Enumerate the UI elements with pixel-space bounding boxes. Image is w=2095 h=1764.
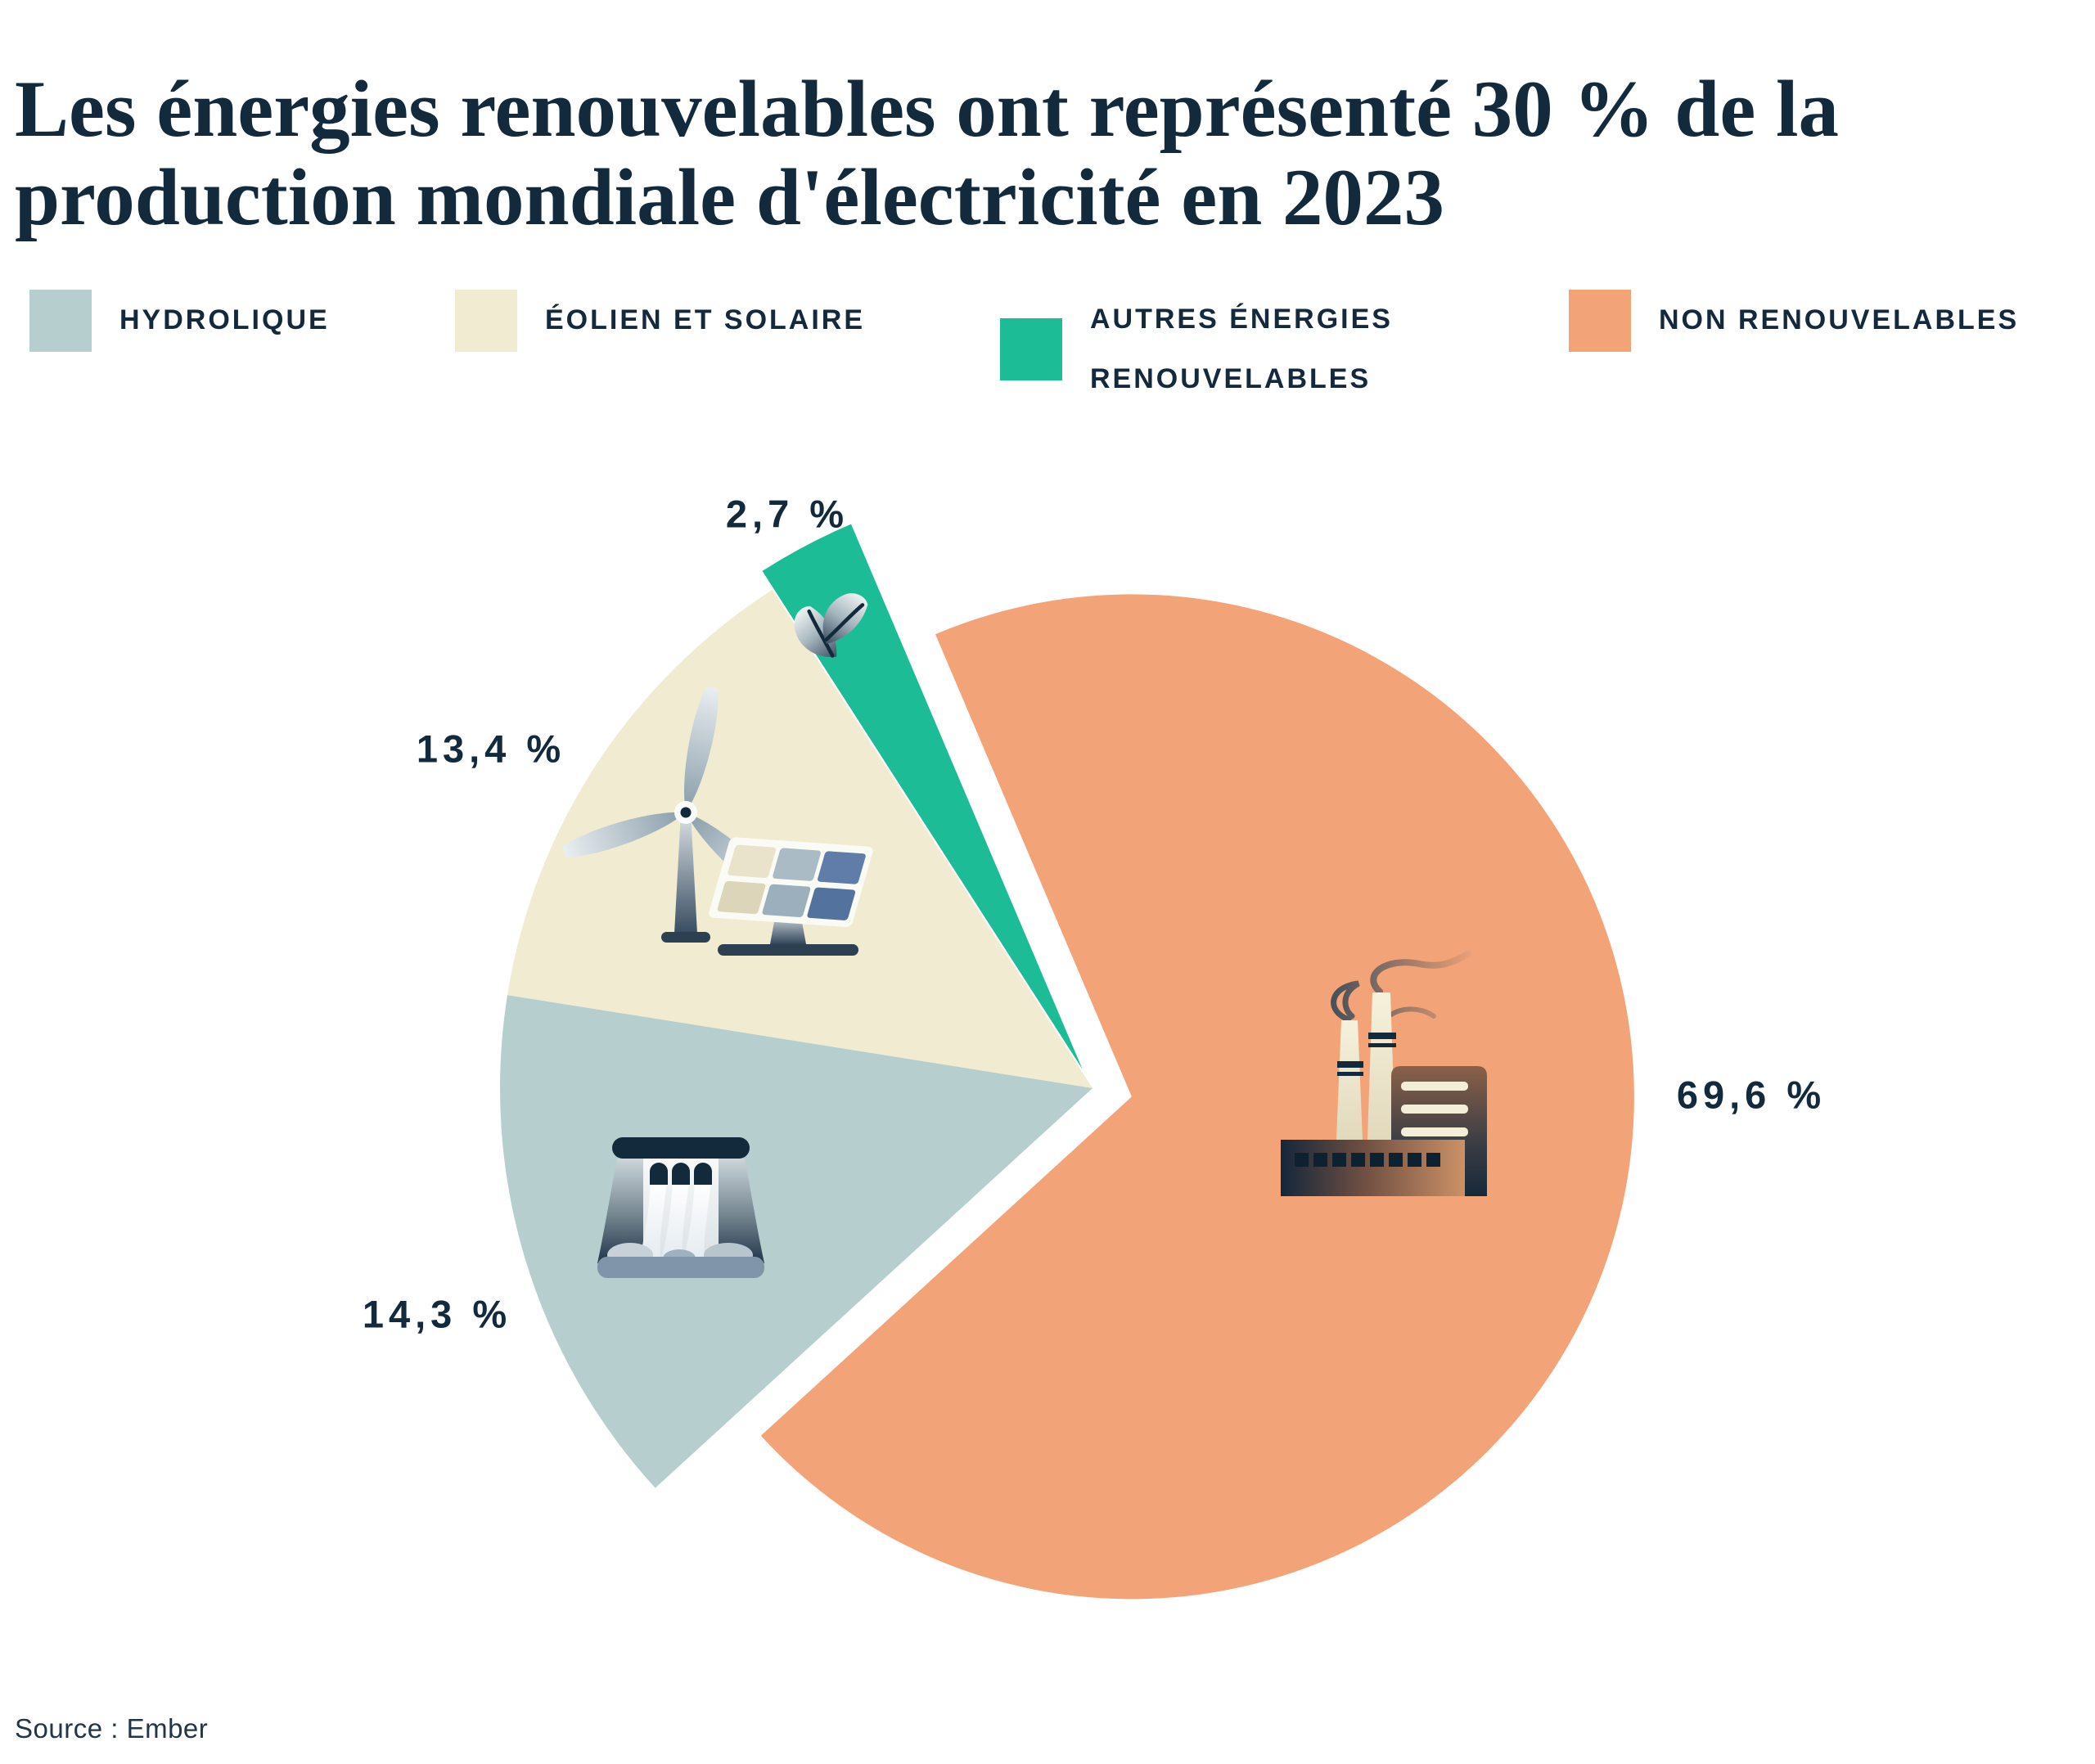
legend-label: HYDROLIQUE [119,304,330,336]
legend-label: AUTRES ÉNERGIES RENOUVELABLES [1090,304,1393,395]
legend-label: ÉOLIEN ET SOLAIRE [545,304,866,336]
leaf-icon [794,593,868,658]
pie-slice-other-renewables [762,524,1083,1069]
pie-slice-hydro [499,995,1093,1488]
solar-panel-icon [709,837,873,956]
legend-swatch-non-renouvelables [1569,290,1631,352]
pie-slice-non-renewable [760,594,1634,1600]
legend-item-non-renouvelables: NON RENOUVELABLES [1569,290,2019,352]
legend-swatch-hydrolique [29,290,92,352]
legend-swatch-eolien-et-solaire [455,290,517,352]
source-text: Source : Ember [15,1713,209,1744]
factory-icon [1281,951,1487,1196]
pie-slice-wind-solar [507,589,1093,1088]
legend-item-hydrolique: HYDROLIQUE [29,290,330,352]
legend-label: NON RENOUVELABLES [1659,304,2020,336]
legend-item-eolien-et-solaire: ÉOLIEN ET SOLAIRE [455,290,865,352]
legend: HYDROLIQUE ÉOLIEN ET SOLAIRE AUTRES ÉNER… [0,259,2095,394]
page-title: Les énergies renouvelables ont représent… [15,65,1840,243]
dam-icon [597,1137,764,1278]
legend-swatch-autres-energies-renouvelables [1000,318,1062,381]
legend-item-autres-energies-renouvelables: AUTRES ÉNERGIES RENOUVELABLES [1000,290,1458,409]
